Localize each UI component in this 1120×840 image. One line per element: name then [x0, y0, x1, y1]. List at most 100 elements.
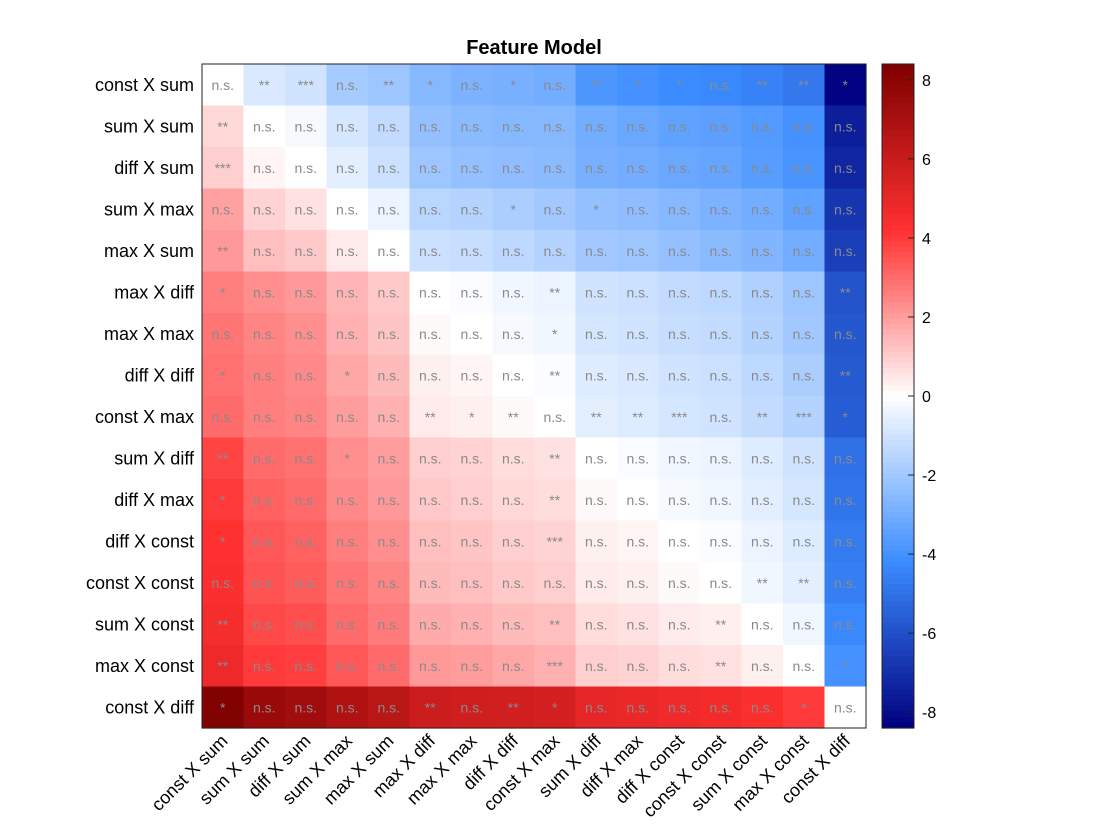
significance-label: n.s.: [668, 533, 691, 549]
heatmap-cell: [285, 188, 328, 231]
heatmap-cell: [326, 230, 369, 273]
colorbar-segment: [882, 163, 914, 170]
heatmap-cell: [741, 271, 784, 314]
chart-title: Feature Model: [466, 37, 602, 59]
heatmap-cell: [741, 562, 784, 605]
significance-label: n.s.: [834, 201, 857, 217]
colorbar-segment: [882, 119, 914, 126]
significance-label: n.s.: [502, 450, 525, 466]
heatmap-cell: [534, 230, 577, 273]
colorbar-segment: [882, 185, 914, 192]
colorbar-segment: [882, 473, 914, 480]
heatmap-cell: [783, 271, 826, 314]
heatmap-cell: [658, 686, 701, 729]
colorbar-segment: [882, 562, 914, 569]
significance-label: n.s.: [419, 160, 442, 176]
significance-label: *: [552, 699, 558, 715]
significance-label: *: [220, 367, 226, 383]
significance-label: *: [635, 77, 641, 93]
row-label: const X diff: [105, 697, 195, 717]
heatmap-cell: [575, 271, 618, 314]
row-label: diff X sum: [114, 158, 194, 178]
heatmap-cell: [492, 105, 535, 148]
heatmap-cell: [824, 479, 867, 522]
significance-label: n.s.: [502, 658, 525, 674]
heatmap-cell: [492, 479, 535, 522]
significance-label: n.s.: [626, 616, 649, 632]
heatmap-cell: [617, 437, 660, 480]
significance-label: **: [549, 492, 560, 508]
heatmap-cell: [741, 313, 784, 356]
colorbar-segment: [882, 191, 914, 198]
heatmap-cell: [534, 271, 577, 314]
significance-label: n.s.: [336, 160, 359, 176]
significance-label: n.s.: [336, 284, 359, 300]
row-label: sum X diff: [114, 448, 195, 468]
significance-label: ***: [671, 409, 688, 425]
significance-label: n.s.: [377, 118, 400, 134]
heatmap-cell: [368, 105, 411, 148]
significance-label: n.s.: [460, 284, 483, 300]
significance-label: n.s.: [585, 492, 608, 508]
heatmap-cell: [202, 479, 245, 522]
heatmap-cell: [492, 396, 535, 439]
heatmap-cell: [534, 645, 577, 688]
heatmap-cell: [617, 479, 660, 522]
heatmap-cell: [741, 147, 784, 190]
heatmap-cell: [617, 105, 660, 148]
significance-label: n.s.: [668, 658, 691, 674]
heatmap-cell: [368, 313, 411, 356]
significance-label: n.s.: [585, 284, 608, 300]
colorbar-segment: [882, 584, 914, 591]
colorbar-segment: [882, 639, 914, 646]
heatmap-cell: [202, 686, 245, 729]
significance-label: n.s.: [626, 450, 649, 466]
significance-label: n.s.: [751, 326, 774, 342]
heatmap-cell: [700, 105, 743, 148]
colorbar-segment: [882, 606, 914, 613]
colorbar-segment: [882, 589, 914, 596]
heatmap-cell: [534, 603, 577, 646]
colorbar-segment: [882, 716, 914, 724]
colorbar-segment: [882, 202, 914, 209]
colorbar-segment: [882, 329, 914, 336]
colorbar-tick-label: 6: [922, 152, 931, 169]
heatmap-cell: [202, 645, 245, 688]
significance-label: *: [843, 77, 849, 93]
colorbar-segment: [882, 113, 914, 120]
heatmap-cell: [368, 520, 411, 563]
heatmap-cell: [617, 562, 660, 605]
heatmap-cell: [783, 562, 826, 605]
significance-label: n.s.: [377, 699, 400, 715]
heatmap-cell: [202, 188, 245, 231]
colorbar-segment: [882, 335, 914, 342]
significance-label: **: [549, 284, 560, 300]
significance-label: n.s.: [419, 243, 442, 259]
heatmap-cell: [202, 230, 245, 273]
significance-label: ***: [298, 77, 315, 93]
heatmap-cell: [783, 603, 826, 646]
heatmap-cell: [326, 313, 369, 356]
heatmap-cell: [617, 354, 660, 397]
heatmap-cell: [658, 64, 701, 107]
significance-label: n.s.: [377, 533, 400, 549]
colorbar-segment: [882, 700, 914, 707]
colorbar-segment: [882, 722, 914, 729]
significance-label: n.s.: [792, 243, 815, 259]
significance-label: n.s.: [502, 533, 525, 549]
heatmap-cell: [534, 686, 577, 729]
significance-label: n.s.: [336, 201, 359, 217]
heatmap-cell: [700, 686, 743, 729]
significance-label: n.s.: [626, 367, 649, 383]
heatmap-cell: [326, 147, 369, 190]
significance-label: n.s.: [792, 616, 815, 632]
significance-label: n.s.: [377, 575, 400, 591]
colorbar-segment: [882, 241, 914, 248]
significance-label: n.s.: [751, 492, 774, 508]
plot-frame: [201, 63, 867, 729]
colorbar-segment: [882, 196, 914, 203]
significance-label: n.s.: [211, 201, 234, 217]
heatmap-cell: [575, 230, 618, 273]
significance-label: n.s.: [668, 201, 691, 217]
heatmap-cell: [368, 147, 411, 190]
